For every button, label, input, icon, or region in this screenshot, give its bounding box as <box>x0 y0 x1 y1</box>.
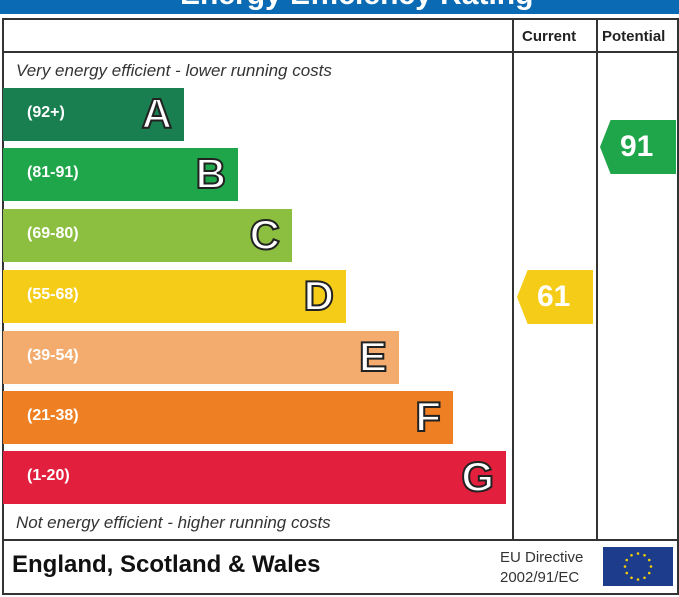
eu-star <box>643 576 646 580</box>
band-letter: D <box>303 271 335 320</box>
band-d: (55-68) D <box>3 270 346 323</box>
band-range: (92+) <box>27 104 65 121</box>
title-bar: Energy Efficiency Rating <box>0 0 679 14</box>
header-potential: Potential <box>602 28 666 45</box>
top-note: Very energy efficient - lower running co… <box>16 61 332 80</box>
divider <box>512 18 514 540</box>
eu-star <box>625 571 629 575</box>
eu-star <box>630 553 633 557</box>
eu-directive: EU Directive 2002/91/EC <box>500 548 583 588</box>
directive-line1: EU Directive <box>500 549 584 566</box>
band-b: (81-91) B <box>3 148 238 201</box>
chart-title: Energy Efficiency Rating <box>180 0 533 12</box>
band-g: (1-20) G <box>3 451 506 504</box>
eu-star <box>636 578 640 581</box>
eu-flag-icon <box>603 547 673 586</box>
eu-star <box>636 552 640 555</box>
divider <box>2 51 677 53</box>
band-f: (21-38) F <box>3 391 453 444</box>
band-letter: C <box>249 210 281 259</box>
eu-star <box>647 558 651 562</box>
bottom-note: Not energy efficient - higher running co… <box>16 513 331 532</box>
band-letter: G <box>460 452 495 501</box>
eu-star <box>643 553 646 557</box>
eu-star <box>647 571 651 575</box>
header-current: Current <box>522 28 577 45</box>
band-letter: B <box>195 149 227 198</box>
band-range: (69-80) <box>27 225 79 242</box>
directive-line2: 2002/91/EC <box>500 569 580 586</box>
band-letter: F <box>414 392 442 441</box>
eu-star <box>630 576 633 580</box>
potential-rating-arrow: 91 <box>600 120 676 174</box>
eu-star <box>649 565 653 568</box>
band-range: (39-54) <box>27 347 79 364</box>
eu-star <box>623 565 627 568</box>
divider <box>596 18 598 540</box>
band-c: (69-80) C <box>3 209 292 262</box>
divider <box>2 539 677 541</box>
band-a: (92+) A <box>3 88 184 141</box>
band-letter: E <box>358 332 388 381</box>
current-rating-arrow: 61 <box>517 270 593 324</box>
band-range: (1-20) <box>27 467 70 484</box>
band-range: (55-68) <box>27 286 79 303</box>
band-e: (39-54) E <box>3 331 399 384</box>
region-label: England, Scotland & Wales <box>12 551 321 578</box>
band-range: (21-38) <box>27 407 79 424</box>
current-rating-value: 61 <box>537 280 571 313</box>
band-letter: A <box>141 89 173 138</box>
potential-rating-value: 91 <box>620 130 654 163</box>
eu-star <box>625 558 629 562</box>
band-range: (81-91) <box>27 164 79 181</box>
